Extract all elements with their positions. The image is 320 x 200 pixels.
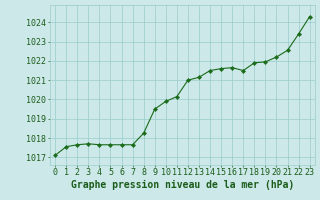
X-axis label: Graphe pression niveau de la mer (hPa): Graphe pression niveau de la mer (hPa) (71, 180, 294, 190)
